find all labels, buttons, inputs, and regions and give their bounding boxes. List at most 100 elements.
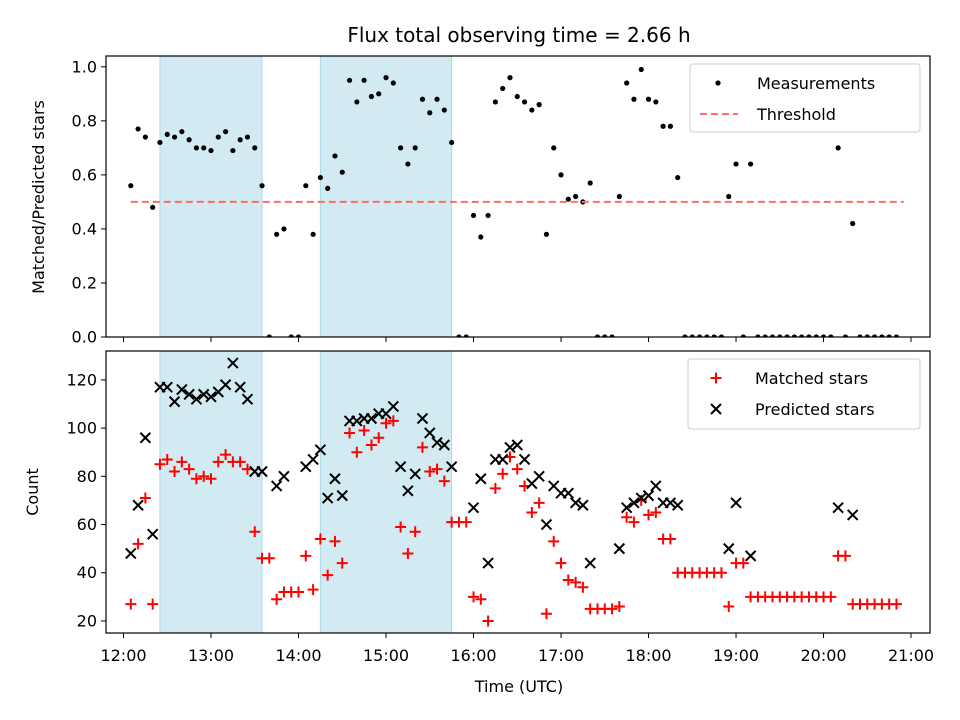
predicted-star-marker	[671, 499, 684, 511]
matched-star-marker	[737, 557, 749, 569]
measurement-point	[835, 145, 841, 151]
matched-star-marker	[380, 417, 392, 429]
matched-star-marker	[329, 535, 341, 547]
measurement-point	[383, 75, 389, 81]
measurement-point	[726, 193, 732, 200]
predicted-star-marker	[775, 664, 785, 674]
predicted-star-marker	[540, 518, 553, 531]
matched-star-marker	[409, 526, 421, 538]
matched-star-marker	[482, 615, 494, 627]
matched-star-marker	[358, 425, 370, 437]
y-tick-label: 0.6	[72, 165, 97, 184]
matched-star-marker	[154, 458, 166, 470]
measurement-point	[237, 137, 243, 143]
matched-star-marker	[169, 466, 181, 478]
y-tick-label: 20	[77, 611, 97, 630]
measurement-point	[325, 185, 331, 191]
matched-star-marker	[438, 475, 450, 487]
predicted-star-marker	[264, 664, 274, 674]
predicted-star-marker	[884, 664, 894, 674]
matched-star-marker	[271, 593, 283, 605]
predicted-star-marker	[533, 470, 545, 483]
measurement-point	[128, 183, 134, 189]
measurement-point	[361, 77, 367, 83]
y-tick-label: 0.4	[72, 219, 97, 238]
top-panel: 0.0 0.2 0.4 0.6 0.8 1.0 Measurements Threshold	[72, 55, 931, 347]
matched-star-marker	[344, 427, 356, 439]
matched-star-marker	[322, 569, 334, 581]
predicted-star-marker	[409, 468, 421, 480]
measurement-point	[653, 99, 659, 105]
predicted-star-marker	[709, 664, 719, 674]
matched-star-marker	[664, 533, 676, 545]
x-tick-label: 15:00	[363, 646, 409, 665]
matched-star-marker	[650, 506, 662, 518]
matched-star-marker	[212, 456, 224, 468]
measurement-point	[711, 334, 717, 337]
predicted-star-marker	[723, 542, 735, 555]
measurement-point	[222, 129, 229, 135]
predicted-star-marker	[504, 441, 516, 454]
matched-star-marker	[613, 600, 625, 612]
predicted-star-marker	[475, 473, 487, 485]
predicted-star-marker	[607, 664, 617, 674]
legend-predicted-marker	[710, 403, 722, 415]
matched-star-marker	[839, 550, 851, 562]
y-tick-label: 40	[77, 563, 97, 582]
measurement-point	[799, 334, 805, 337]
measurement-point	[478, 234, 484, 240]
predicted-star-marker	[855, 664, 865, 674]
measurement-point	[514, 93, 520, 100]
matched-star-marker	[307, 584, 319, 596]
predicted-star-marker	[227, 357, 239, 369]
predicted-star-marker	[219, 379, 232, 391]
predicted-star-marker	[365, 412, 378, 425]
predicted-star-marker	[569, 497, 582, 509]
predicted-star-marker	[664, 497, 677, 509]
measurement-point	[332, 153, 338, 159]
matched-star-marker	[621, 511, 633, 523]
predicted-star-marker	[168, 395, 181, 408]
legend-label: Matched stars	[755, 369, 868, 388]
matched-star-marker	[373, 432, 385, 444]
predicted-star-marker	[424, 427, 436, 439]
predicted-star-marker	[183, 388, 195, 401]
measurement-point	[463, 334, 469, 337]
matched-star-marker	[183, 463, 195, 475]
measurement-point	[354, 99, 360, 105]
x-tick-label: 18:00	[625, 646, 671, 665]
measurement-point	[609, 334, 615, 337]
predicted-star-marker	[321, 492, 334, 504]
measurement-point	[551, 145, 557, 151]
measurement-point	[390, 80, 396, 86]
predicted-star-marker	[270, 480, 283, 492]
predicted-star-marker	[511, 439, 523, 451]
measurement-point	[456, 334, 462, 337]
predicted-star-marker	[161, 381, 173, 393]
y-tick-label: 120	[66, 370, 97, 389]
matched-star-marker	[431, 463, 443, 475]
matched-star-marker	[205, 473, 217, 485]
measurement-point	[645, 96, 652, 102]
measurement-point	[573, 193, 579, 200]
measurement-point	[791, 334, 797, 337]
measurement-point	[317, 174, 323, 181]
predicted-star-marker	[840, 664, 850, 674]
measurement-point	[412, 145, 418, 151]
predicted-star-marker	[620, 501, 633, 514]
shaded-interval	[319, 351, 453, 633]
predicted-star-marker	[592, 664, 602, 674]
predicted-star-marker	[445, 460, 458, 473]
predicted-star-marker	[351, 415, 363, 427]
matched-star-marker	[190, 473, 202, 485]
x-tick-label: 14:00	[275, 646, 321, 665]
matched-star-marker	[468, 591, 480, 603]
matched-star-marker	[293, 586, 305, 598]
measurement-point	[500, 85, 506, 92]
predicted-star-marker	[577, 499, 589, 511]
matched-star-marker	[336, 557, 348, 569]
predicted-star-marker	[877, 664, 887, 674]
x-tick-label: 19:00	[713, 646, 759, 665]
shaded-interval	[319, 56, 453, 337]
matched-star-marker	[628, 516, 640, 528]
